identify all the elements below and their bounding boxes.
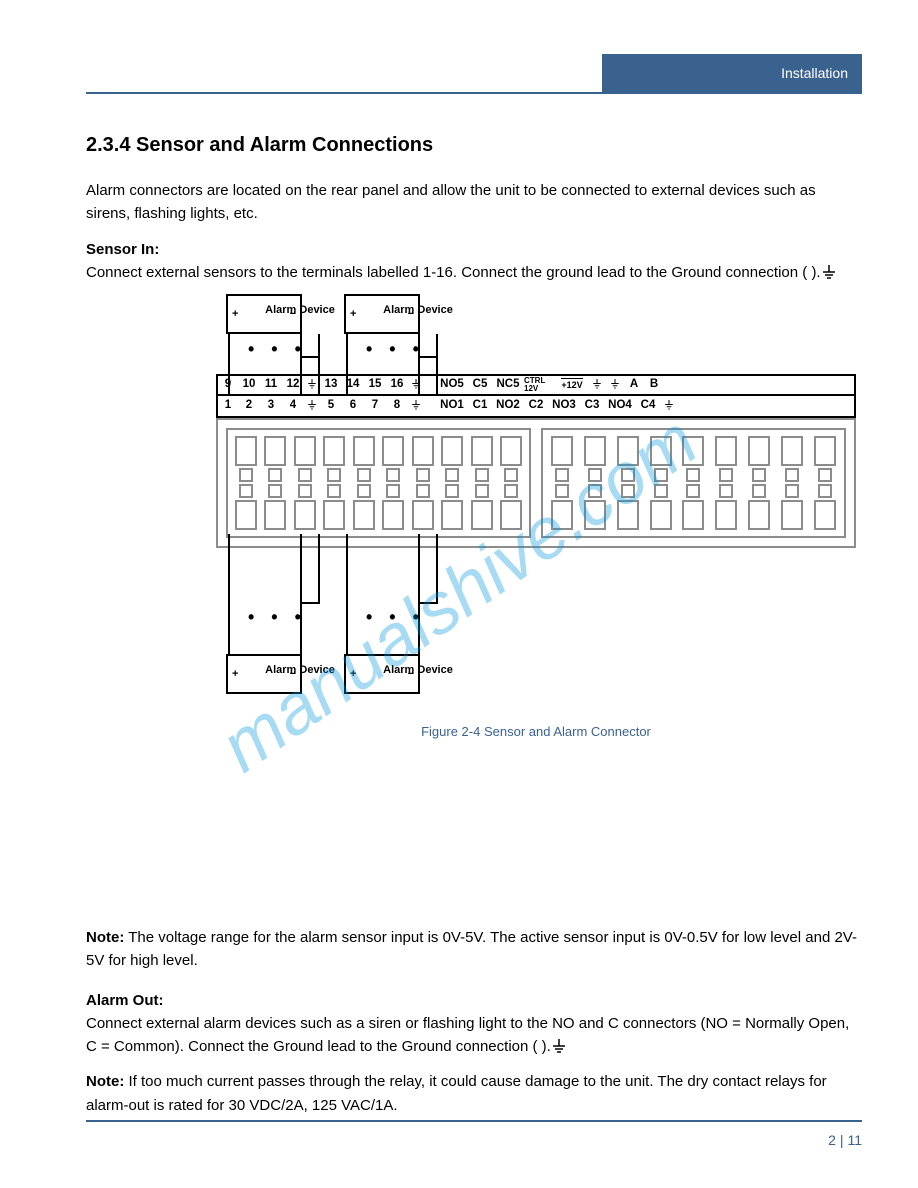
terminal-label-row-bottom: 1 2 3 4 5 6 7 8 NO1 C1 NO2 C2 NO3 C3 NO4…	[216, 396, 856, 418]
note-label: Note:	[86, 929, 124, 946]
terminal-label-row-top: 9 10 11 12 13 14 15 16 NO5 C5 NC5 CTRL 1…	[216, 374, 856, 396]
sensor-intro-text: Connect external sensors to the terminal…	[86, 264, 821, 281]
figure-caption: Figure 2-4 Sensor and Alarm Connector	[216, 722, 856, 742]
section-title: 2.3.4 Sensor and Alarm Connections	[86, 130, 862, 161]
connector-figure: +Alarm Device− +Alarm Device− • • • • • …	[216, 294, 856, 468]
sensor-in-heading: Sensor In:	[86, 241, 159, 258]
header-chapter: Installation	[781, 65, 848, 81]
alarm-intro-text: Connect external alarm devices such as a…	[86, 1015, 849, 1055]
alarm-out-heading: Alarm Out:	[86, 992, 164, 1009]
note-sensor-text: The voltage range for the alarm sensor i…	[86, 929, 857, 969]
intro-text: Alarm connectors are located on the rear…	[86, 179, 862, 226]
alarm-device-label: Alarm Device	[382, 302, 454, 319]
note-alarm-text: If too much current passes through the r…	[86, 1073, 827, 1113]
ground-icon	[821, 264, 837, 281]
alarm-device-label: Alarm Device	[264, 302, 336, 319]
footer-page: 2| 11	[828, 1132, 862, 1148]
alarm-device-label: Alarm Device	[264, 662, 336, 679]
footer-rule	[86, 1120, 862, 1122]
terminal-block	[216, 418, 856, 548]
header-rule	[86, 92, 862, 94]
note-label: Note:	[86, 1073, 124, 1090]
ground-icon	[551, 1038, 567, 1055]
alarm-device-label: Alarm Device	[382, 662, 454, 679]
